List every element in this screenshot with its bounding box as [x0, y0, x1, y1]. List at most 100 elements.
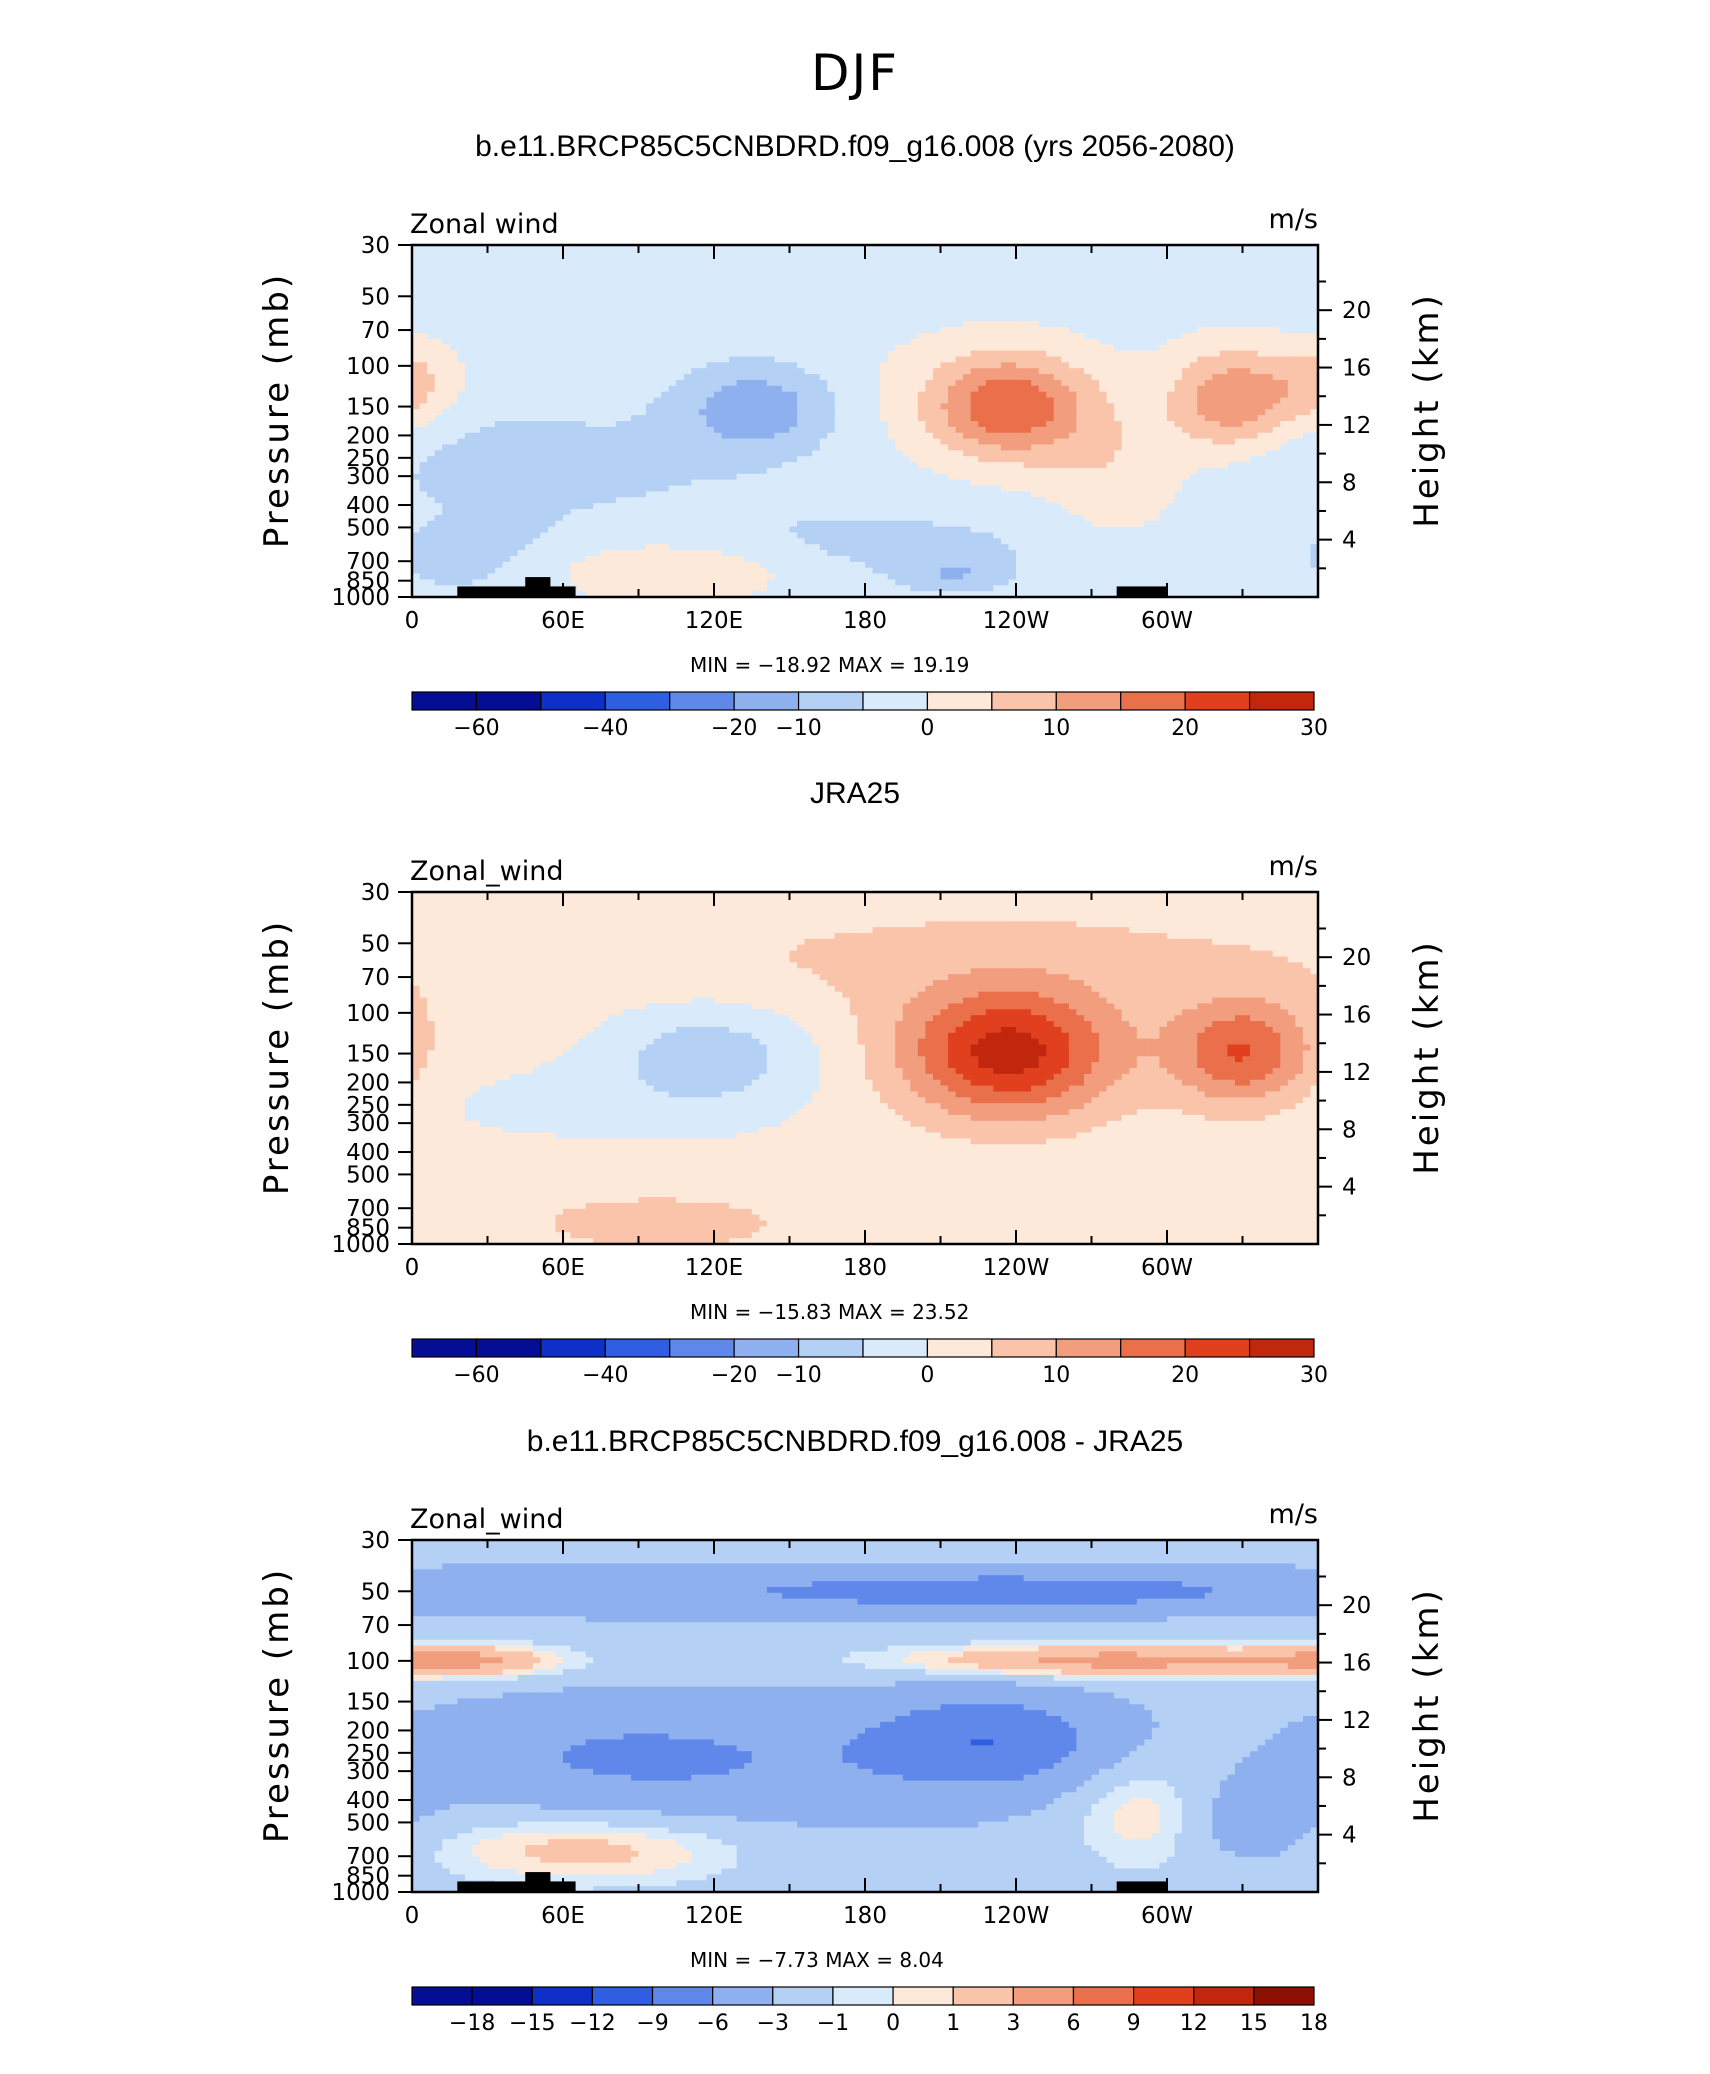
- contour-cell: [525, 297, 534, 305]
- contour-cell: [781, 409, 791, 416]
- contour-cell: [1121, 379, 1130, 387]
- contour-cell: [638, 245, 647, 252]
- contour-cell: [1242, 426, 1251, 434]
- contour-cell: [781, 444, 791, 451]
- contour-cell: [880, 467, 889, 475]
- contour-cell: [1068, 327, 1077, 334]
- contour-cell: [895, 315, 904, 322]
- contour-cell: [1114, 409, 1123, 416]
- contour-cell: [1061, 362, 1070, 369]
- contour-cell: [1197, 286, 1206, 293]
- contour-cell: [797, 485, 806, 492]
- contour-cell: [774, 409, 783, 416]
- contour-cell: [525, 467, 534, 475]
- contour-cell: [427, 356, 436, 363]
- contour-cell: [1257, 444, 1266, 451]
- contour-cell: [698, 426, 708, 434]
- contour-cell: [1038, 362, 1047, 369]
- contour-cell: [1219, 327, 1228, 334]
- contour-cell: [540, 286, 549, 293]
- contour-cell: [1302, 391, 1312, 399]
- contour-cell: [1000, 409, 1010, 416]
- contour-cell: [1114, 432, 1123, 440]
- contour-cell: [736, 356, 745, 363]
- contour-cell: [683, 450, 692, 457]
- contour-cell: [1302, 450, 1312, 457]
- contour-cell: [1151, 268, 1161, 275]
- contour-cell: [457, 338, 466, 346]
- contour-cell: [857, 309, 866, 316]
- contour-cell: [880, 321, 889, 328]
- contour-cell: [1038, 338, 1047, 346]
- contour-cell: [532, 256, 541, 264]
- contour-cell: [676, 268, 685, 275]
- contour-cell: [419, 356, 428, 363]
- contour-cell: [570, 362, 579, 369]
- contour-cell: [1174, 256, 1183, 264]
- contour-cell: [1212, 315, 1221, 322]
- contour-cell: [759, 438, 768, 446]
- contour-cell: [487, 245, 496, 252]
- contour-cell: [781, 327, 791, 334]
- contour-cell: [1016, 356, 1025, 363]
- contour-cell: [706, 415, 715, 422]
- contour-cell: [865, 291, 874, 299]
- contour-cell: [744, 479, 753, 487]
- contour-cell: [1212, 286, 1221, 293]
- contour-cell: [1295, 315, 1304, 322]
- contour-cell: [1182, 473, 1191, 481]
- contour-cell: [661, 479, 670, 487]
- contour-cell: [857, 280, 866, 287]
- contour-cell: [691, 362, 700, 369]
- contour-cell: [857, 315, 866, 322]
- contour-cell: [804, 450, 813, 457]
- contour-cell: [993, 473, 1002, 481]
- contour-cell: [880, 245, 889, 252]
- contour-cell: [691, 291, 700, 299]
- contour-cell: [932, 485, 942, 492]
- contour-cell: [1106, 262, 1115, 270]
- contour-cell: [721, 350, 730, 358]
- contour-cell: [1280, 327, 1289, 334]
- contour-cell: [736, 462, 745, 469]
- contour-cell: [661, 362, 670, 369]
- contour-cell: [910, 250, 919, 258]
- contour-cell: [457, 374, 466, 381]
- contour-cell: [464, 321, 473, 328]
- contour-cell: [1159, 286, 1168, 293]
- contour-cell: [910, 438, 919, 446]
- contour-cell: [1242, 286, 1251, 293]
- contour-cell: [502, 350, 511, 358]
- contour-cell: [698, 415, 708, 422]
- contour-cell: [872, 438, 881, 446]
- contour-cell: [1287, 473, 1296, 481]
- contour-cell: [449, 262, 458, 270]
- contour-cell: [842, 338, 851, 346]
- contour-cell: [1061, 379, 1070, 387]
- contour-cell: [472, 291, 481, 299]
- contour-cell: [1234, 303, 1244, 311]
- contour-cell: [872, 333, 881, 340]
- contour-cell: [1121, 415, 1130, 422]
- contour-cell: [661, 473, 670, 481]
- contour-cell: [510, 250, 519, 258]
- contour-cell: [865, 297, 874, 305]
- contour-cell: [1242, 291, 1251, 299]
- contour-cell: [412, 379, 421, 387]
- contour-cell: [955, 350, 964, 358]
- contour-cell: [789, 286, 798, 293]
- contour-cell: [540, 315, 549, 322]
- contour-cell: [721, 327, 730, 334]
- contour-cell: [1227, 315, 1236, 322]
- contour-cell: [1136, 467, 1145, 475]
- contour-cell: [1287, 426, 1296, 434]
- contour-cell: [691, 327, 700, 334]
- contour-cell: [434, 374, 443, 381]
- contour-cell: [615, 379, 624, 387]
- contour-cell: [600, 379, 609, 387]
- contour-cell: [1068, 356, 1077, 363]
- contour-cell: [525, 333, 534, 340]
- contour-cell: [970, 379, 979, 387]
- contour-cell: [547, 280, 557, 287]
- contour-cell: [766, 456, 775, 463]
